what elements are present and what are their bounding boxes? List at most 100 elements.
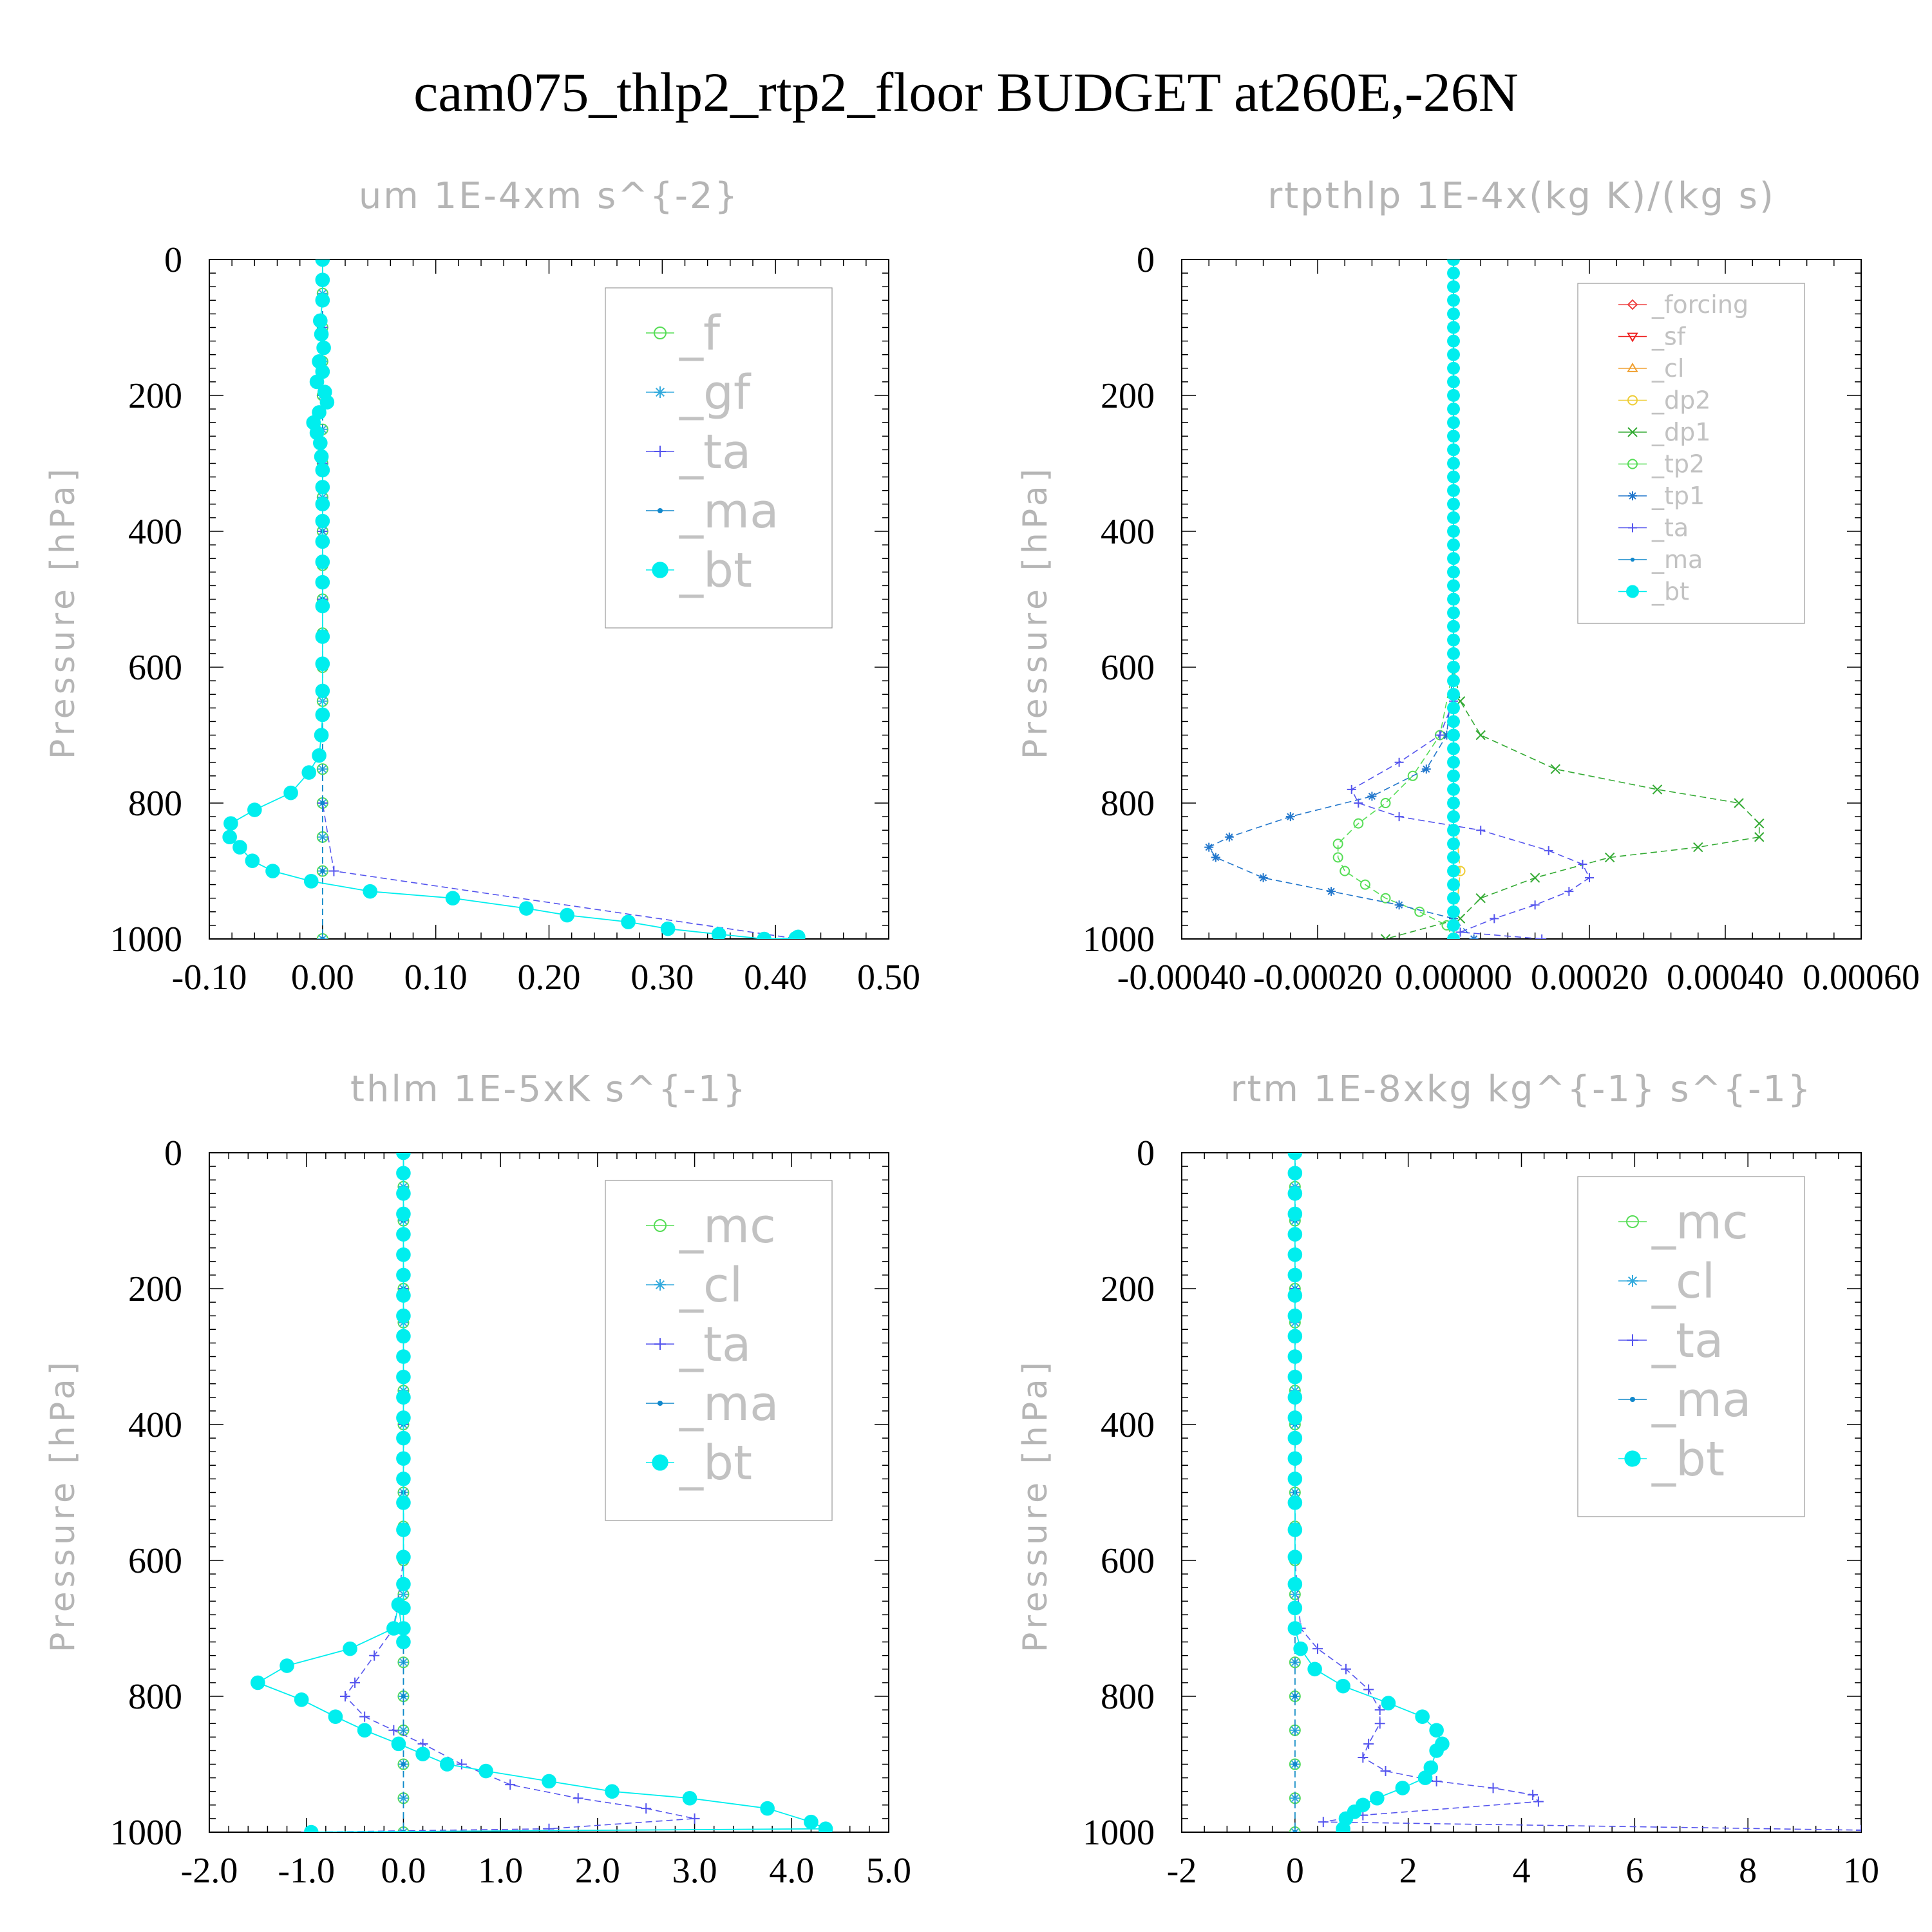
data-point — [439, 1757, 455, 1772]
legend-marker — [1624, 1450, 1641, 1467]
figure-title: cam075_thlp2_rtp2_floor BUDGET at260E,-2… — [413, 61, 1519, 123]
chart-panel-3: thlm 1E-5xK s^{-1} Pressure [hPa] 0 200 400 6… — [44, 1068, 911, 1891]
data-point — [1380, 1766, 1391, 1777]
legend-marker — [654, 386, 666, 398]
x-tick-label: 4.0 — [769, 1851, 814, 1891]
data-point — [396, 1634, 411, 1649]
legend-label: _sf — [1651, 323, 1687, 351]
data-point — [359, 1711, 370, 1722]
data-point — [1475, 730, 1486, 741]
legend-box — [605, 287, 833, 629]
x-tick-label: 0.00060 — [1803, 958, 1920, 998]
legend-marker — [1627, 427, 1638, 437]
data-point — [1447, 511, 1460, 524]
data-point — [1447, 321, 1460, 334]
data-point — [1442, 730, 1452, 740]
data-point — [1447, 267, 1460, 280]
data-point — [1447, 443, 1460, 457]
data-point — [1544, 846, 1553, 855]
data-point — [1327, 887, 1336, 896]
data-point — [315, 683, 330, 699]
series-line-bt — [1294, 1153, 1443, 1832]
data-point — [1447, 552, 1460, 565]
y-tick-label: 0 — [164, 1133, 182, 1173]
legend-marker — [1627, 1334, 1638, 1346]
data-point — [1447, 361, 1460, 375]
data-point — [1287, 1430, 1303, 1446]
data-point — [396, 1267, 411, 1283]
x-tick-label: 5.0 — [866, 1851, 911, 1891]
data-point — [1395, 1781, 1410, 1795]
data-point — [357, 1723, 372, 1738]
data-point — [315, 293, 330, 308]
x-tick-label: 0.00000 — [1395, 958, 1512, 998]
data-point — [1447, 416, 1460, 430]
panel-title: rtpthlp 1E-4x(kg K)/(kg s) — [1267, 175, 1776, 217]
data-point — [315, 707, 330, 723]
legend-marker — [1630, 557, 1635, 562]
data-point — [1287, 1166, 1303, 1180]
data-point — [1447, 294, 1460, 307]
x-tick-label: 2 — [1399, 1851, 1417, 1891]
series-layer — [1204, 260, 1765, 939]
legend-label: _dp1 — [1651, 418, 1710, 446]
data-point — [478, 1763, 493, 1779]
data-point — [315, 629, 330, 644]
data-point — [1447, 905, 1460, 918]
legend-label: _dp2 — [1651, 386, 1710, 415]
data-point — [1332, 852, 1343, 863]
series-layer — [1287, 1153, 1861, 1832]
data-point — [315, 272, 330, 287]
y-axis-label: Pressure [hPa] — [44, 465, 82, 759]
legend-marker — [1627, 332, 1638, 343]
legend-label: _tp2 — [1651, 450, 1705, 478]
data-point — [1414, 906, 1425, 917]
data-point — [396, 1577, 411, 1592]
legend-label: _ta — [1651, 514, 1689, 542]
data-point — [1447, 742, 1460, 755]
data-point — [315, 462, 330, 478]
panel-title: um 1E-4xm s^{-2} — [359, 175, 739, 217]
x-tick-label: -0.00040 — [1117, 958, 1247, 998]
data-point — [328, 1709, 343, 1724]
data-point — [1285, 812, 1295, 822]
data-point — [1287, 1369, 1303, 1385]
data-point — [1407, 770, 1418, 781]
data-point — [1336, 1824, 1350, 1832]
data-point — [1530, 900, 1540, 910]
legend-marker — [1627, 395, 1638, 406]
legend-marker — [1627, 363, 1638, 372]
x-tick-label: 0.00 — [291, 958, 354, 998]
data-point — [315, 513, 330, 529]
data-point — [1367, 791, 1377, 801]
data-point — [1394, 900, 1404, 910]
legend-label: _tp1 — [1651, 482, 1705, 510]
y-tick-label: 1000 — [1083, 1813, 1155, 1853]
series-layer — [251, 1153, 833, 1832]
x-tick-label: -2 — [1167, 1851, 1197, 1891]
data-point — [294, 1692, 309, 1707]
data-point — [396, 1247, 411, 1262]
legend-marker — [652, 562, 668, 578]
data-point — [396, 1206, 411, 1222]
data-point — [1380, 893, 1391, 904]
legend-marker — [654, 446, 666, 457]
data-point — [1287, 1410, 1303, 1425]
data-point — [1287, 1288, 1303, 1303]
data-point — [312, 748, 327, 763]
data-point — [315, 534, 330, 549]
data-point — [398, 1793, 409, 1804]
legend-marker — [654, 1219, 667, 1232]
data-point — [396, 1410, 411, 1425]
data-point — [396, 1430, 411, 1446]
legend-label: _mc — [1651, 1195, 1748, 1250]
legend-label: _ma — [1651, 545, 1703, 574]
data-point — [1370, 1790, 1385, 1806]
data-point — [1287, 1186, 1303, 1201]
data-point — [1374, 1718, 1385, 1729]
data-point — [1287, 1549, 1303, 1565]
data-point — [1447, 402, 1460, 416]
y-tick-label: 400 — [128, 512, 182, 552]
data-point — [1307, 1662, 1322, 1677]
data-point — [1447, 824, 1460, 837]
